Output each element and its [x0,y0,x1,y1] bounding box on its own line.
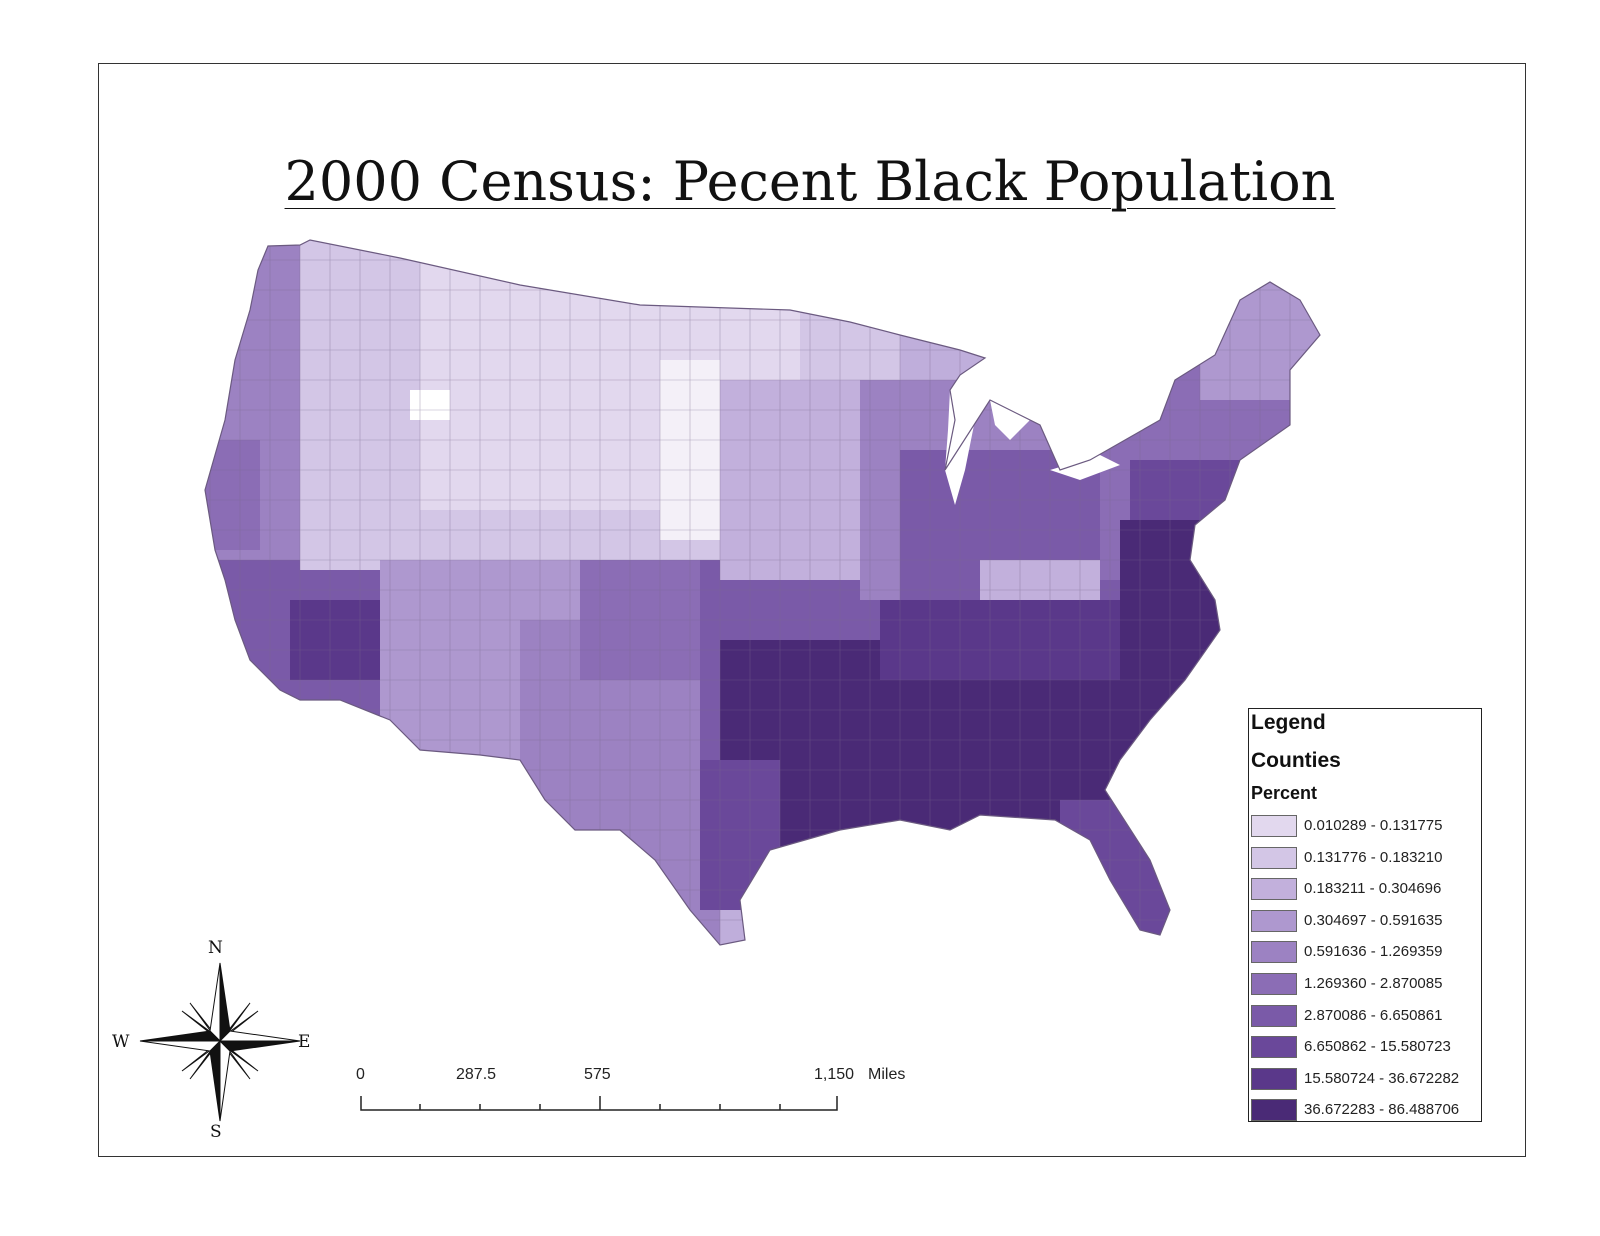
scale-label-1150: 1,150 [814,1066,855,1083]
legend-swatch [1251,1036,1297,1059]
legend-class-label: 6.650862 - 15.580723 [1304,1038,1451,1056]
legend-class-row: 6.650862 - 15.580723 [1251,1036,1481,1059]
compass-rose-icon [139,962,301,1122]
us-outline [204,239,1321,946]
great-lakes [945,380,1120,505]
legend-field-name: Percent [1251,783,1318,803]
legend-class-label: 0.010289 - 0.131775 [1304,817,1443,834]
legend-swatch [1251,1004,1297,1027]
legend-class-label: 0.591636 - 1.269359 [1304,943,1443,961]
county-fill-layer [205,240,1320,945]
legend-swatch [1251,1067,1297,1090]
compass-west: W [112,1032,130,1052]
scale-bar-line [360,1096,838,1111]
legend-class-label: 0.131776 - 0.183210 [1304,848,1443,866]
legend-swatch [1251,941,1297,964]
scale-label-575: 575 [584,1066,611,1083]
legend-swatch [1251,878,1297,901]
map-frame [98,63,1526,1157]
compass-east: E [298,1032,311,1052]
legend-class-row: 2.870086 - 6.650861 [1251,1004,1481,1027]
legend-swatch [1251,909,1297,932]
legend-class-row: 0.131776 - 0.183210 [1251,846,1481,869]
legend-class-row: 0.183211 - 0.304696 [1251,878,1481,901]
legend-box: Legend Counties Percent 0.010289 - 0.131… [1248,708,1482,1122]
legend-class-label: 2.870086 - 6.650861 [1304,1006,1443,1024]
legend-class-row: 0.591636 - 1.269359 [1251,941,1481,964]
compass-south: S [210,1122,222,1142]
legend-title: Legend [1251,711,1326,734]
legend-class-row: 36.672283 - 86.488706 [1251,1099,1481,1122]
legend-class-label: 36.672283 - 86.488706 [1304,1101,1460,1119]
legend-class-row: 15.580724 - 36.672282 [1251,1067,1481,1090]
legend-layer-name: Counties [1251,749,1341,772]
legend-class-label: 0.304697 - 0.591635 [1304,911,1443,929]
legend-swatch [1251,1099,1297,1122]
legend-class-row: 0.010289 - 0.131775 [1251,815,1481,837]
legend-class-row: 0.304697 - 0.591635 [1251,909,1481,932]
scale-units: Miles [868,1066,906,1083]
legend-class-label: 0.183211 - 0.304696 [1304,880,1442,898]
compass-north: N [208,938,223,958]
legend-class-label: 15.580724 - 36.672282 [1304,1069,1460,1087]
scale-label-287-5: 287.5 [456,1066,497,1083]
map-title: 2000 Census: Pecent Black Population [284,150,1336,213]
legend-class-label: 1.269360 - 2.870085 [1304,975,1443,992]
legend-swatch [1251,973,1297,995]
legend-swatch [1251,846,1297,869]
legend-swatch [1251,815,1297,837]
scale-label-0: 0 [356,1066,365,1083]
legend-class-row: 1.269360 - 2.870085 [1251,973,1481,995]
county-boundaries [205,240,1320,945]
